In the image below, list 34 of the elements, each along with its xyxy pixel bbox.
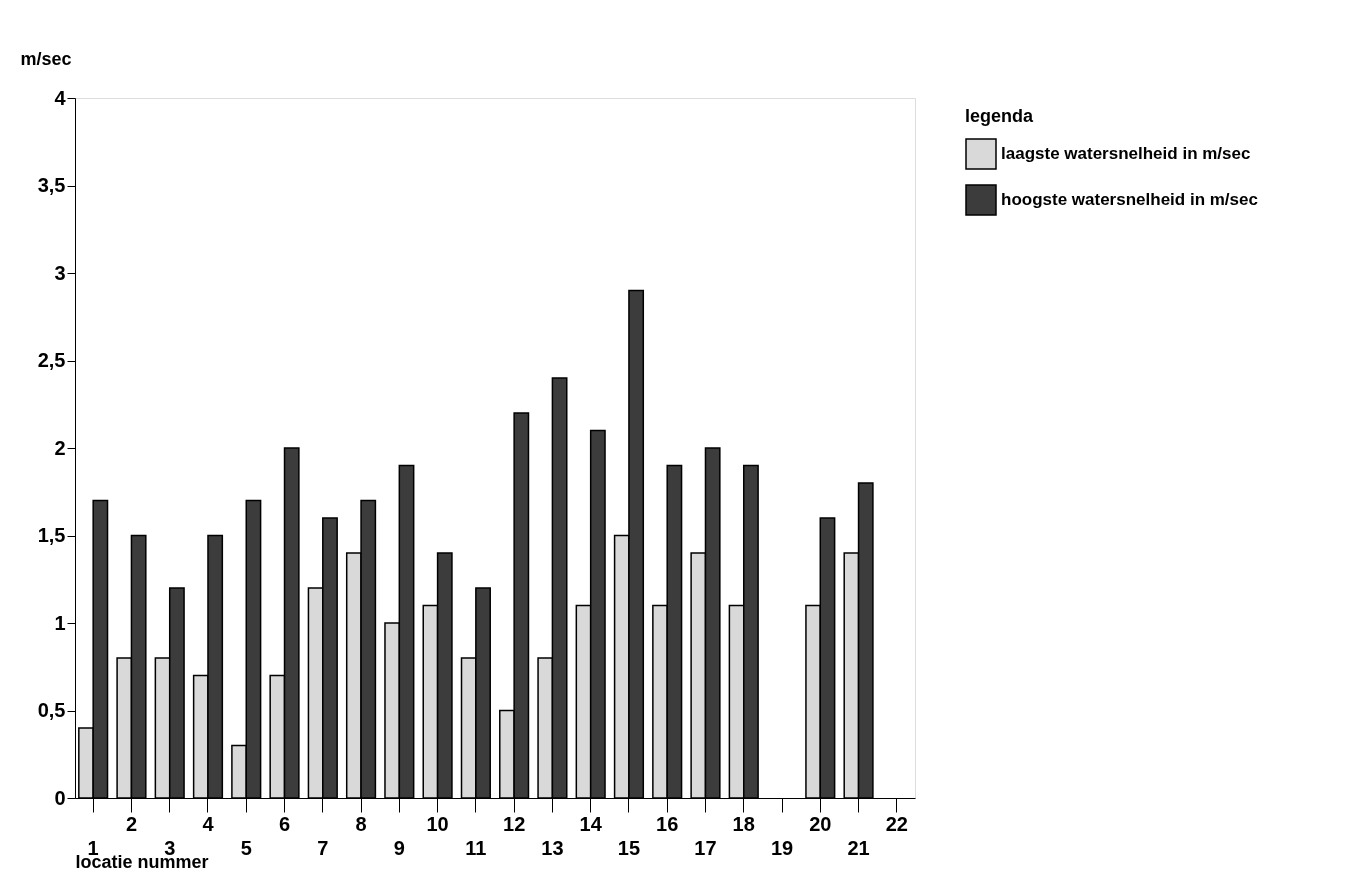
y-tick-label: 2 <box>54 436 66 459</box>
x-tick-label: 6 <box>278 812 291 835</box>
x-tick-label: 13 <box>541 836 564 859</box>
x-tick-label: 17 <box>694 836 717 859</box>
x-tick-label: 7 <box>317 836 329 859</box>
x-tick-label: 4 <box>202 812 215 835</box>
y-axis-title: m/sec <box>20 48 72 69</box>
y-tick-label: 2,5 <box>37 349 66 371</box>
legend-label: laagste watersnelheid in m/sec <box>1001 144 1251 163</box>
y-tick-label: 4 <box>54 86 67 109</box>
x-tick-label: 20 <box>809 812 832 835</box>
x-tick-label: 8 <box>355 812 367 835</box>
y-tick-label: 1,5 <box>37 524 66 546</box>
y-tick-label: 3,5 <box>37 174 66 196</box>
x-tick-label: 14 <box>579 812 603 835</box>
x-tick-label: 19 <box>770 836 794 859</box>
x-tick-label: 12 <box>503 812 526 835</box>
x-tick-label: 2 <box>125 812 138 835</box>
x-tick-label: 3 <box>164 836 176 859</box>
x-tick-label: 9 <box>393 836 405 859</box>
legend-label: hoogste watersnelheid in m/sec <box>1001 190 1258 209</box>
x-tick-label: 5 <box>240 836 252 859</box>
y-tick-label: 0 <box>54 786 66 809</box>
y-tick-label: 0,5 <box>37 699 66 721</box>
y-tick-label: 3 <box>54 261 66 284</box>
x-tick-label: 16 <box>656 812 679 835</box>
x-tick-label: 22 <box>885 812 908 835</box>
x-tick-label: 15 <box>617 836 641 859</box>
legend-title: legenda <box>965 106 1035 126</box>
x-tick-label: 18 <box>732 812 755 835</box>
y-tick-label: 1 <box>54 611 66 634</box>
x-tick-label: 10 <box>426 812 449 835</box>
x-tick-label: 21 <box>847 836 870 859</box>
x-tick-label: 11 <box>465 836 487 859</box>
